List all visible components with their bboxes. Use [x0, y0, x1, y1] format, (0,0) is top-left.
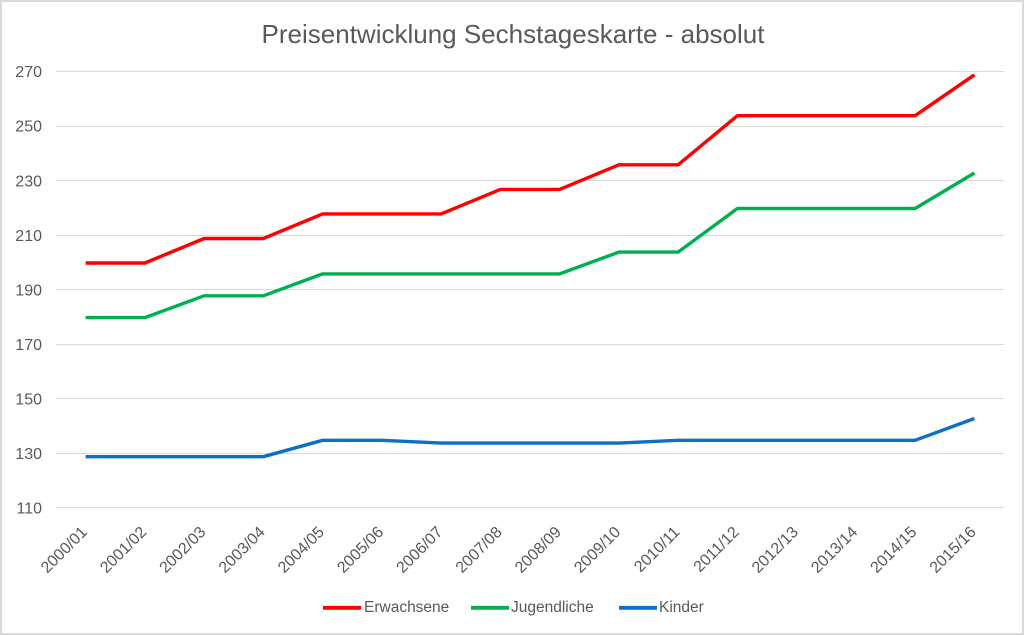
svg-text:Preisentwicklung Sechstageskar: Preisentwicklung Sechstageskarte - absol…: [262, 19, 766, 49]
svg-text:150: 150: [15, 392, 42, 409]
svg-text:2003/04: 2003/04: [216, 524, 269, 577]
svg-text:270: 270: [15, 64, 42, 81]
svg-text:2004/05: 2004/05: [275, 524, 328, 577]
svg-text:Erwachsene: Erwachsene: [364, 599, 449, 616]
svg-text:250: 250: [15, 119, 42, 136]
svg-text:2000/01: 2000/01: [38, 524, 91, 577]
svg-text:2010/11: 2010/11: [631, 524, 683, 576]
svg-text:2011/12: 2011/12: [691, 524, 743, 576]
svg-text:2014/15: 2014/15: [868, 524, 921, 577]
svg-text:2009/10: 2009/10: [571, 524, 624, 577]
svg-text:170: 170: [15, 337, 42, 354]
svg-text:2001/02: 2001/02: [97, 524, 150, 577]
svg-text:2013/14: 2013/14: [808, 524, 861, 577]
svg-text:110: 110: [16, 501, 42, 518]
svg-text:Kinder: Kinder: [659, 599, 704, 616]
svg-text:210: 210: [15, 228, 42, 245]
svg-text:2002/03: 2002/03: [157, 524, 210, 577]
svg-text:2015/16: 2015/16: [927, 524, 980, 577]
svg-text:2005/06: 2005/06: [334, 524, 387, 577]
svg-text:Jugendliche: Jugendliche: [511, 599, 594, 616]
svg-text:2006/07: 2006/07: [394, 524, 447, 577]
svg-text:2008/09: 2008/09: [512, 524, 565, 577]
svg-text:2007/08: 2007/08: [453, 524, 506, 577]
svg-text:230: 230: [15, 173, 42, 190]
svg-text:2012/13: 2012/13: [749, 524, 802, 577]
svg-text:190: 190: [15, 282, 42, 299]
svg-text:130: 130: [15, 446, 42, 463]
